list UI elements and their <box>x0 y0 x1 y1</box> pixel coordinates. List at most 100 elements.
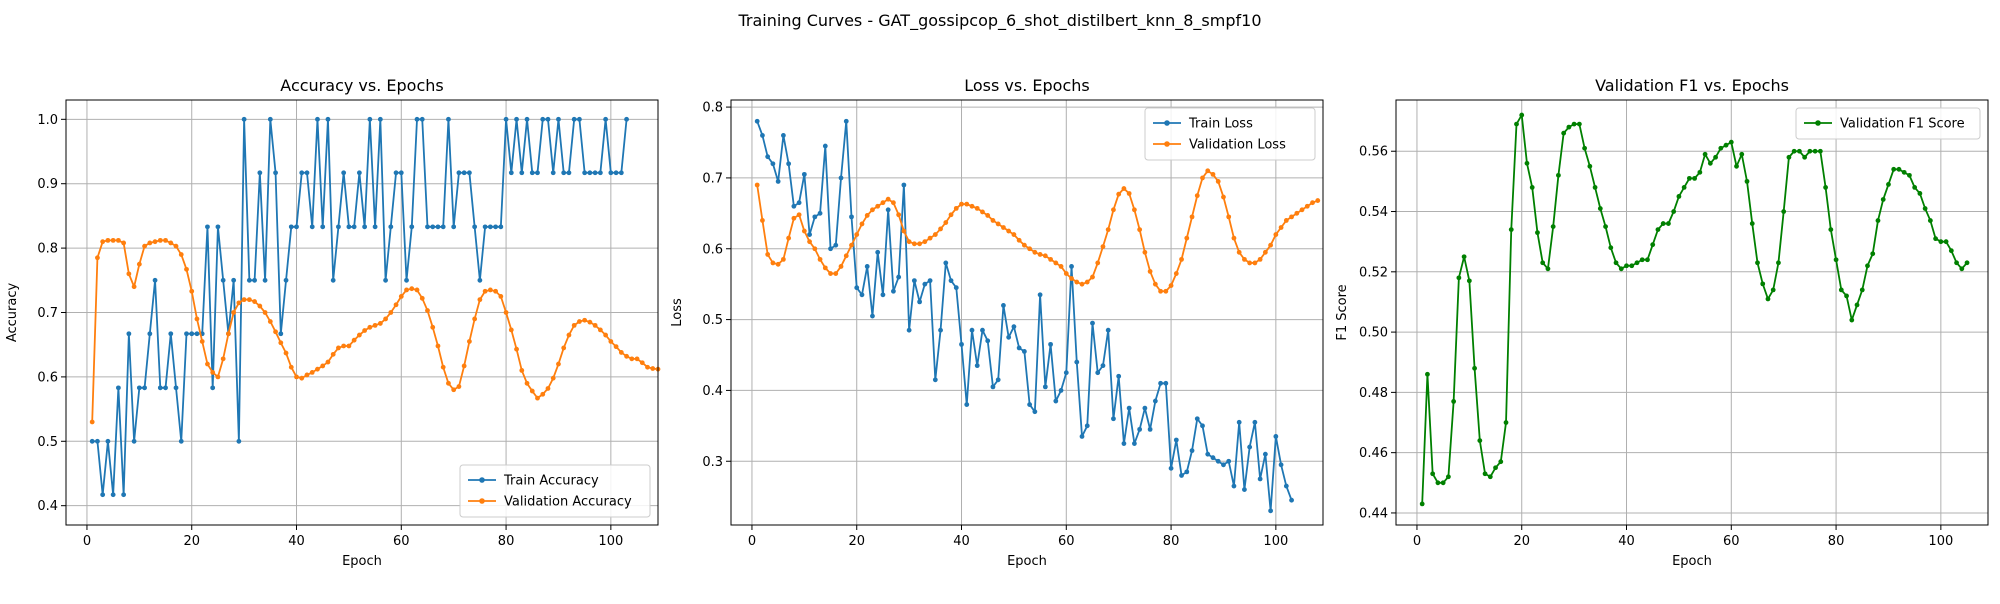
data-point <box>336 345 341 351</box>
data-point <box>131 284 137 290</box>
data-point <box>1048 341 1053 347</box>
data-point <box>953 205 959 211</box>
data-point <box>95 255 100 261</box>
data-point <box>849 242 854 248</box>
data-point <box>1268 242 1274 248</box>
data-point <box>1205 451 1211 457</box>
legend: Validation F1 Score <box>1795 107 1981 140</box>
legend-swatch-marker <box>479 477 485 483</box>
data-point <box>1111 416 1116 422</box>
data-point <box>283 350 289 356</box>
data-point <box>1242 487 1247 492</box>
data-point <box>173 385 179 391</box>
data-point <box>1231 235 1237 241</box>
data-point <box>1912 185 1918 190</box>
data-point <box>1168 465 1174 471</box>
data-point <box>1472 365 1477 371</box>
data-point <box>1425 371 1430 377</box>
data-point <box>1063 271 1069 276</box>
data-point <box>131 438 137 444</box>
data-point <box>320 363 326 369</box>
y-tick-label: 0.7 <box>37 306 58 321</box>
data-point <box>775 179 781 184</box>
data-point <box>388 224 394 230</box>
legend-label: Validation Accuracy <box>504 495 632 510</box>
data-point <box>1273 434 1279 439</box>
data-point <box>1498 459 1504 465</box>
data-point <box>283 277 289 283</box>
data-point <box>1666 221 1671 226</box>
data-point <box>1074 359 1080 365</box>
data-point <box>105 237 111 243</box>
data-point <box>938 226 943 232</box>
data-point <box>807 239 812 245</box>
data-point <box>377 321 383 326</box>
data-point <box>425 224 430 230</box>
data-point <box>1466 278 1472 284</box>
chart-title: Loss vs. Epochs <box>964 76 1089 95</box>
data-point <box>1111 207 1116 213</box>
data-point <box>556 116 561 122</box>
data-point <box>1037 292 1043 298</box>
data-point <box>377 116 383 122</box>
data-point <box>807 232 812 237</box>
data-point <box>519 170 525 176</box>
data-point <box>927 235 933 241</box>
data-point <box>220 356 226 362</box>
data-point <box>430 224 436 230</box>
data-point <box>1278 462 1284 468</box>
data-point <box>801 228 807 234</box>
data-point <box>969 327 975 333</box>
data-point <box>1137 426 1143 432</box>
x-tick-label: 40 <box>1618 534 1635 549</box>
data-point <box>995 377 1001 383</box>
data-point <box>1514 121 1519 127</box>
data-point <box>477 277 483 283</box>
data-point <box>440 224 446 230</box>
data-point <box>1016 345 1022 351</box>
data-point <box>597 170 603 176</box>
legend-swatch-marker <box>479 498 485 504</box>
data-point <box>1760 281 1766 287</box>
data-point <box>990 218 996 223</box>
data-point <box>932 377 938 383</box>
data-point <box>1016 237 1022 243</box>
data-point <box>1063 370 1069 376</box>
data-point <box>194 331 200 337</box>
data-point <box>315 116 320 122</box>
data-point <box>953 285 959 291</box>
data-point <box>618 350 624 355</box>
data-point <box>147 240 153 246</box>
data-point <box>252 277 257 283</box>
data-point <box>791 215 797 221</box>
data-point <box>629 356 635 362</box>
data-point <box>817 210 823 216</box>
data-point <box>456 170 462 176</box>
data-point <box>1435 480 1441 486</box>
data-point <box>943 260 949 266</box>
data-point <box>409 224 415 230</box>
y-tick-label: 0.8 <box>702 101 723 116</box>
data-point <box>1126 405 1132 411</box>
data-point <box>294 224 299 230</box>
data-point <box>1142 405 1148 411</box>
data-point <box>1105 327 1111 333</box>
data-point <box>1838 287 1844 293</box>
data-point <box>1461 254 1467 260</box>
data-point <box>1545 266 1551 272</box>
data-point <box>1519 112 1525 118</box>
data-point <box>561 345 567 351</box>
data-point <box>498 224 504 230</box>
data-point <box>891 288 896 294</box>
data-point <box>974 205 980 211</box>
data-point <box>1289 214 1294 220</box>
data-point <box>1833 257 1839 263</box>
y-tick-label: 0.9 <box>37 177 58 192</box>
legend-label: Train Accuracy <box>503 474 599 489</box>
data-point <box>404 287 409 293</box>
data-point <box>493 288 498 294</box>
data-point <box>278 331 284 337</box>
data-point <box>304 170 310 176</box>
data-point <box>1132 441 1137 446</box>
